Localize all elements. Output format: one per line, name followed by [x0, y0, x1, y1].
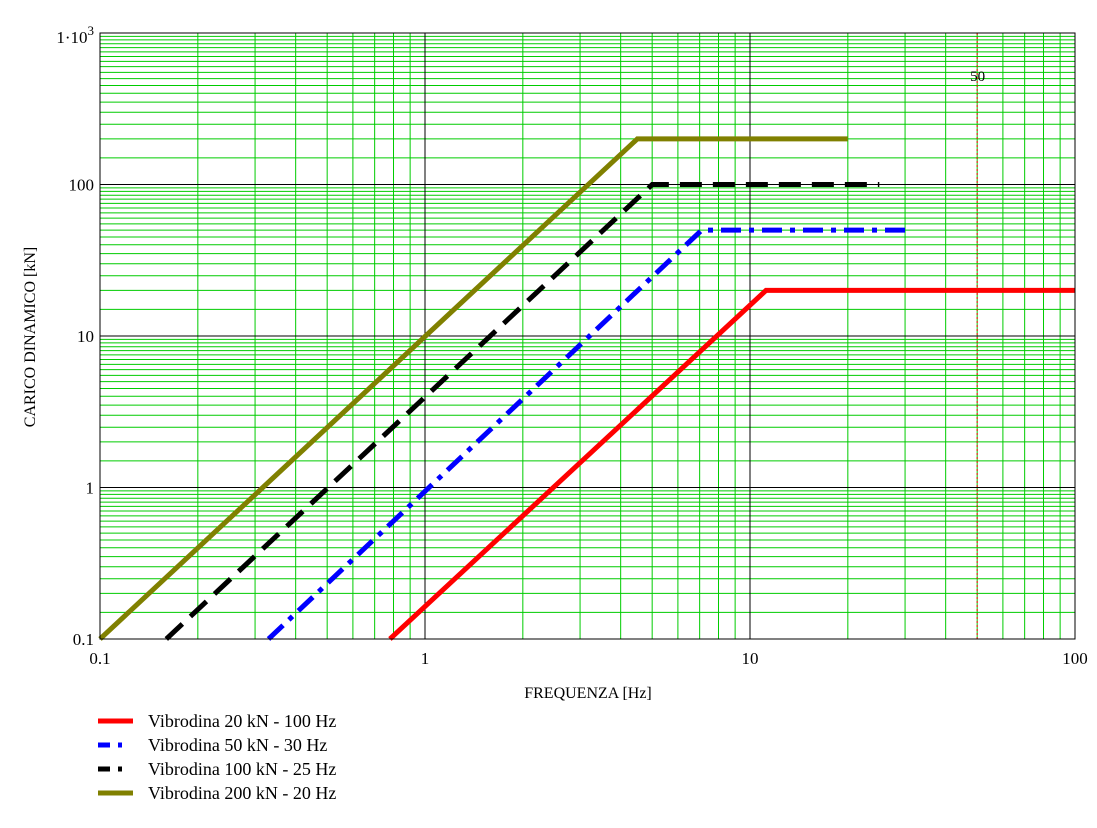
y-tick-label: 100 — [69, 176, 95, 195]
series-line-1 — [388, 287, 1075, 641]
x-tick-label: 10 — [742, 649, 759, 668]
x-tick-label: 100 — [1062, 649, 1088, 668]
legend-label: Vibrodina 100 kN - 25 Hz — [148, 759, 336, 779]
series-line-4 — [98, 136, 848, 641]
series-line-3 — [164, 182, 880, 641]
plot-frame — [99, 32, 1076, 640]
y-tick-label: 1 — [86, 479, 95, 498]
x-axis-title: FREQUENZA [Hz] — [524, 685, 652, 702]
legend-label: Vibrodina 50 kN - 30 Hz — [148, 735, 327, 755]
legend-item: Vibrodina 100 kN - 25 Hz — [98, 759, 336, 779]
tick-labels: 0.1 1 10 100 0.1 1 10 100 1·103 — [56, 23, 1087, 668]
y-tick-label: 0.1 — [73, 630, 94, 649]
legend-label: Vibrodina 200 kN - 20 Hz — [148, 783, 336, 803]
legend-item: Vibrodina 20 kN - 100 Hz — [98, 711, 336, 731]
series-layer — [98, 136, 1075, 641]
y-tick-label: 10 — [77, 327, 94, 346]
y-tick-label: 1·103 — [56, 23, 94, 47]
annotation-layer: 50 — [970, 33, 985, 639]
legend: Vibrodina 20 kN - 100 Hz Vibrodina 50 kN … — [98, 711, 336, 803]
legend-item: Vibrodina 50 kN - 30 Hz — [98, 735, 327, 755]
legend-item: Vibrodina 200 kN - 20 Hz — [98, 783, 336, 803]
x-tick-label: 1 — [421, 649, 430, 668]
x-tick-label: 0.1 — [89, 649, 110, 668]
legend-label: Vibrodina 20 kN - 100 Hz — [148, 711, 336, 731]
annotation-label: 50 — [970, 69, 985, 85]
y-axis-title: CARICO DINAMICO [kN] — [22, 247, 39, 427]
